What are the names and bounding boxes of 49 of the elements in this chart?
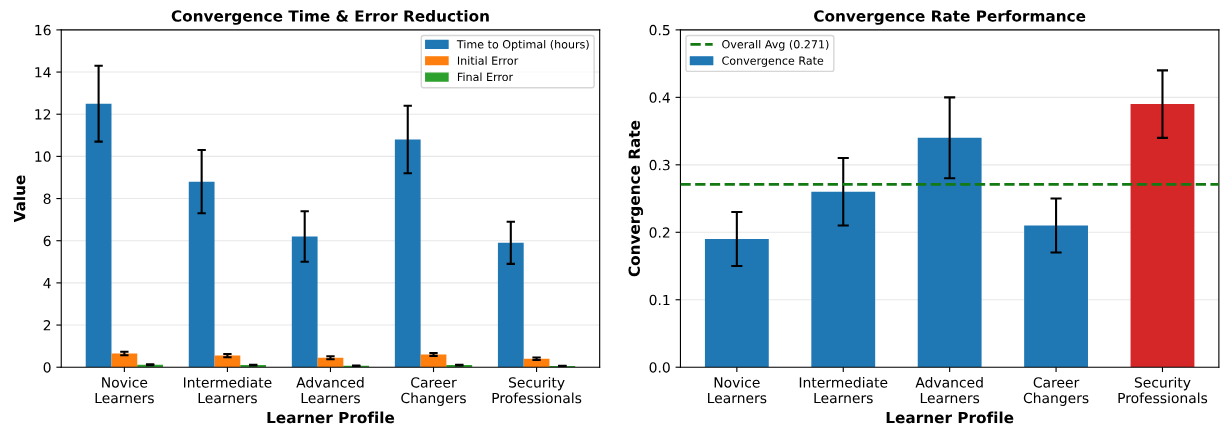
y-tick-label: 0 [43, 362, 51, 373]
x-axis-title: Learner Profile [886, 411, 1014, 424]
x-tick-label: Novice Learners [708, 376, 767, 404]
bar [1130, 104, 1195, 368]
x-tick-label: Career Changers [1023, 377, 1089, 406]
y-tick-label: 2 [43, 320, 51, 331]
chart-title: Convergence Rate Performance [814, 9, 1086, 25]
legend-label: Initial Error [457, 56, 519, 65]
y-tick-label: 0.1 [649, 294, 670, 306]
y-tick-label: 12 [35, 109, 51, 120]
legend-label: Convergence Rate [722, 56, 824, 67]
bar [111, 353, 138, 368]
x-tick-label: Advanced Learners [915, 376, 983, 404]
bar [214, 355, 241, 368]
y-tick-label: 0.5 [649, 24, 670, 36]
x-tick-label: Career Changers [401, 377, 466, 406]
bar [420, 354, 447, 368]
y-tick-label: 16 [35, 24, 51, 36]
y-tick-label: 6 [43, 235, 51, 247]
bar [497, 242, 524, 368]
y-tick-label: 0.0 [649, 362, 670, 373]
y-tick-label: 10 [35, 151, 51, 162]
legend-label: Time to Optimal (hours) [456, 39, 589, 51]
bar [85, 103, 112, 368]
y-tick-label: 14 [35, 67, 51, 78]
y-tick-label: 0.2 [649, 227, 670, 238]
x-tick-label: Security Professionals [1118, 376, 1208, 404]
y-tick-label: 0.4 [649, 92, 670, 103]
x-tick-label: Advanced Learners [296, 376, 364, 404]
x-tick-label: Intermediate Learners [799, 376, 888, 404]
y-tick-label: 8 [43, 193, 51, 205]
y-axis-title: Convergence Rate [628, 120, 644, 277]
bar [394, 139, 421, 368]
bar [1024, 225, 1088, 368]
chart-title: Convergence Time & Error Reduction [171, 9, 489, 25]
y-tick-label: 4 [43, 278, 51, 289]
x-axis-title: Learner Profile [267, 411, 395, 424]
x-tick-label: Novice Learners [95, 376, 154, 404]
bar [811, 191, 876, 368]
bar [291, 236, 318, 368]
bar [917, 137, 982, 368]
bar [704, 239, 769, 368]
bar [188, 181, 215, 368]
y-axis-title: Value [13, 175, 26, 223]
legend-label: Final Error [457, 72, 514, 82]
x-tick-label: Intermediate Learners [183, 376, 272, 404]
y-tick-label: 0.3 [649, 159, 670, 171]
legend-label: Overall Avg (0.271) [722, 39, 829, 51]
x-tick-label: Security Professionals [492, 376, 582, 404]
